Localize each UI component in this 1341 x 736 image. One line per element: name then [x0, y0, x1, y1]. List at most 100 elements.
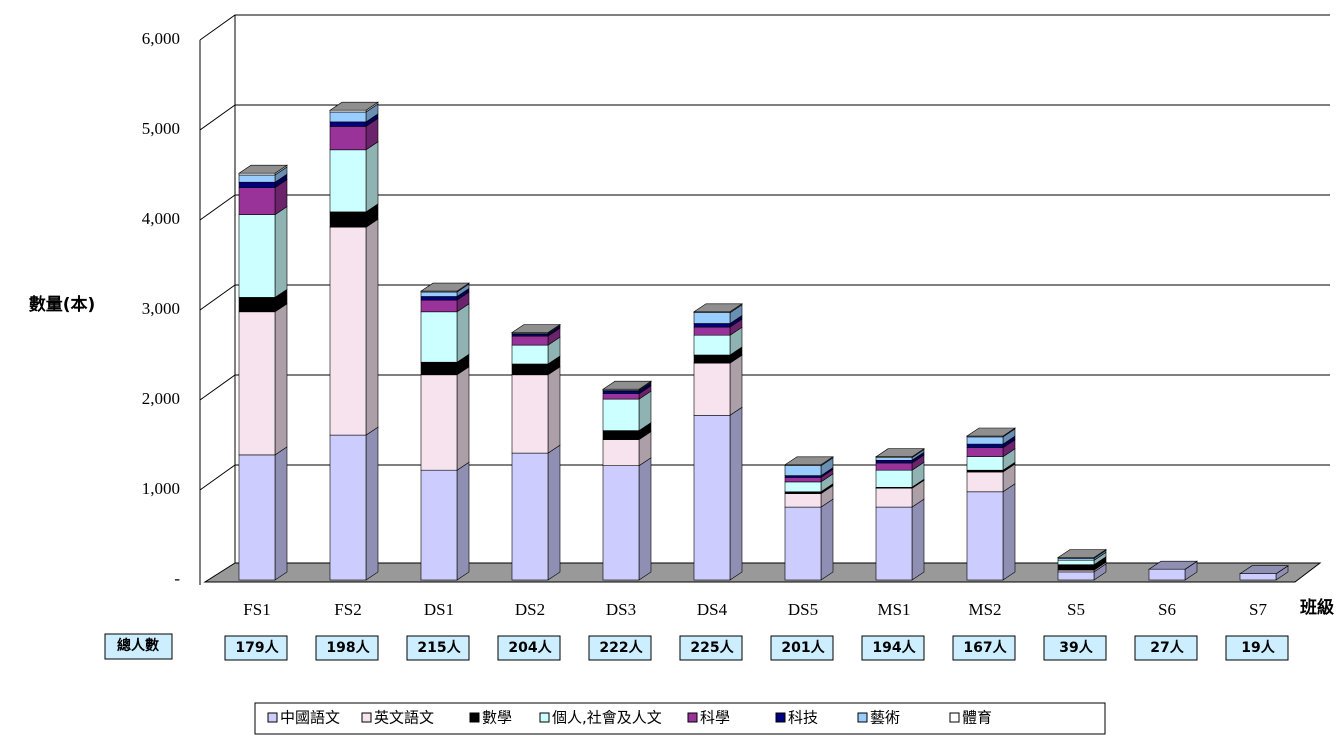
bar-side — [456, 366, 470, 471]
x-tick-label: MS1 — [877, 600, 910, 619]
x-tick-label: MS2 — [968, 600, 1001, 619]
headcount-box — [861, 635, 925, 661]
bar-segment — [875, 487, 913, 508]
bar-side — [547, 444, 561, 581]
bar-segment — [784, 477, 822, 483]
headcount-value: 27人 — [1150, 639, 1184, 656]
bar-side — [456, 461, 470, 581]
legend-label: 科技 — [788, 709, 818, 727]
headcount-box — [497, 635, 561, 661]
bar-segment — [238, 297, 276, 313]
bar-side — [820, 498, 834, 581]
bar-segment — [784, 493, 822, 508]
bar-segment — [784, 481, 822, 493]
headcount-value: 215人 — [417, 639, 461, 656]
bar-top — [420, 282, 470, 292]
x-tick-label: DS5 — [788, 600, 818, 619]
bar-segment — [602, 390, 640, 395]
legend-swatch — [949, 712, 960, 723]
bar-side — [1002, 483, 1016, 581]
bar-segment — [1057, 559, 1095, 566]
bar-segment — [238, 187, 276, 215]
y-tick-label: 6,000 — [142, 29, 180, 48]
legend-swatch — [539, 712, 550, 723]
headcount-value: 167人 — [963, 639, 1007, 656]
bar-top — [329, 101, 379, 111]
y-tick-label: 4,000 — [142, 209, 180, 228]
legend-swatch — [361, 712, 372, 723]
bar-side — [274, 303, 288, 456]
x-axis-title: 班級 — [1300, 597, 1334, 618]
bar-segment — [511, 344, 549, 365]
bar-segment — [420, 469, 458, 581]
headcount-value: 39人 — [1059, 639, 1093, 656]
bar-segment — [238, 174, 276, 183]
headcount-label: 總人數 — [117, 637, 159, 654]
y-axis-title: 數量(本) — [29, 294, 96, 315]
grid-line — [199, 464, 1330, 491]
bar-segment — [966, 456, 1004, 471]
bar-segment — [602, 439, 640, 467]
bar-segment — [966, 447, 1004, 458]
legend-swatch — [267, 712, 278, 723]
bar-segment — [238, 454, 276, 581]
bar-segment — [238, 311, 276, 456]
grid-line — [199, 104, 1330, 131]
headcount-value: 179人 — [235, 639, 279, 656]
bar-segment — [238, 181, 276, 188]
bar-segment — [1148, 568, 1186, 581]
bar-segment — [329, 434, 367, 581]
legend-swatch — [857, 712, 868, 723]
legend-label: 體育 — [962, 709, 992, 727]
legend-swatch — [469, 712, 480, 723]
headcount-value: 204人 — [508, 639, 552, 656]
bar-segment — [875, 506, 913, 581]
floor — [203, 562, 1322, 583]
bar-side — [456, 303, 470, 363]
bar-side — [638, 457, 652, 581]
bar-segment — [602, 398, 640, 431]
bar-side — [365, 218, 379, 436]
headcount-box — [952, 635, 1016, 661]
bar-segment — [1239, 573, 1277, 581]
bar-segment — [875, 459, 913, 464]
bar-segment — [693, 312, 731, 324]
legend-box — [254, 702, 1106, 735]
bar-top — [602, 380, 652, 390]
bar-segment — [329, 126, 367, 151]
bar-segment — [966, 443, 1004, 449]
bar-segment — [511, 363, 549, 376]
bar-segment — [693, 414, 731, 581]
x-tick-label: S5 — [1067, 600, 1085, 619]
headcount-box — [406, 635, 470, 661]
bar-segment — [966, 491, 1004, 581]
bar-segment — [875, 469, 913, 488]
grid-line — [199, 194, 1330, 221]
y-tick-label: 1,000 — [142, 479, 180, 498]
x-tick-label: S7 — [1249, 600, 1267, 619]
bar-segment — [238, 214, 276, 298]
headcount-box — [1134, 635, 1198, 661]
legend-label: 英文語文 — [374, 709, 434, 727]
bar-segment — [329, 111, 367, 123]
bar-segment — [1057, 564, 1095, 571]
bar-side — [547, 366, 561, 454]
legend-swatch — [775, 712, 786, 723]
legend-label: 科學 — [700, 709, 730, 727]
bar-top — [875, 448, 925, 458]
x-tick-label: DS2 — [515, 600, 545, 619]
headcount-box — [770, 635, 834, 661]
headcount-box — [588, 635, 652, 661]
legend-label: 個人,社會及人文 — [552, 709, 662, 727]
bar-segment — [693, 362, 731, 416]
y-tick-label: 5,000 — [142, 119, 180, 138]
bar-segment — [1057, 571, 1095, 581]
legend-swatch — [687, 712, 698, 723]
bar-segment — [329, 149, 367, 213]
headcount-value: 194人 — [872, 639, 916, 656]
bar-segment — [875, 462, 913, 471]
bar-segment — [602, 430, 640, 440]
bar-top — [1057, 549, 1107, 558]
bar-segment — [966, 436, 1004, 445]
